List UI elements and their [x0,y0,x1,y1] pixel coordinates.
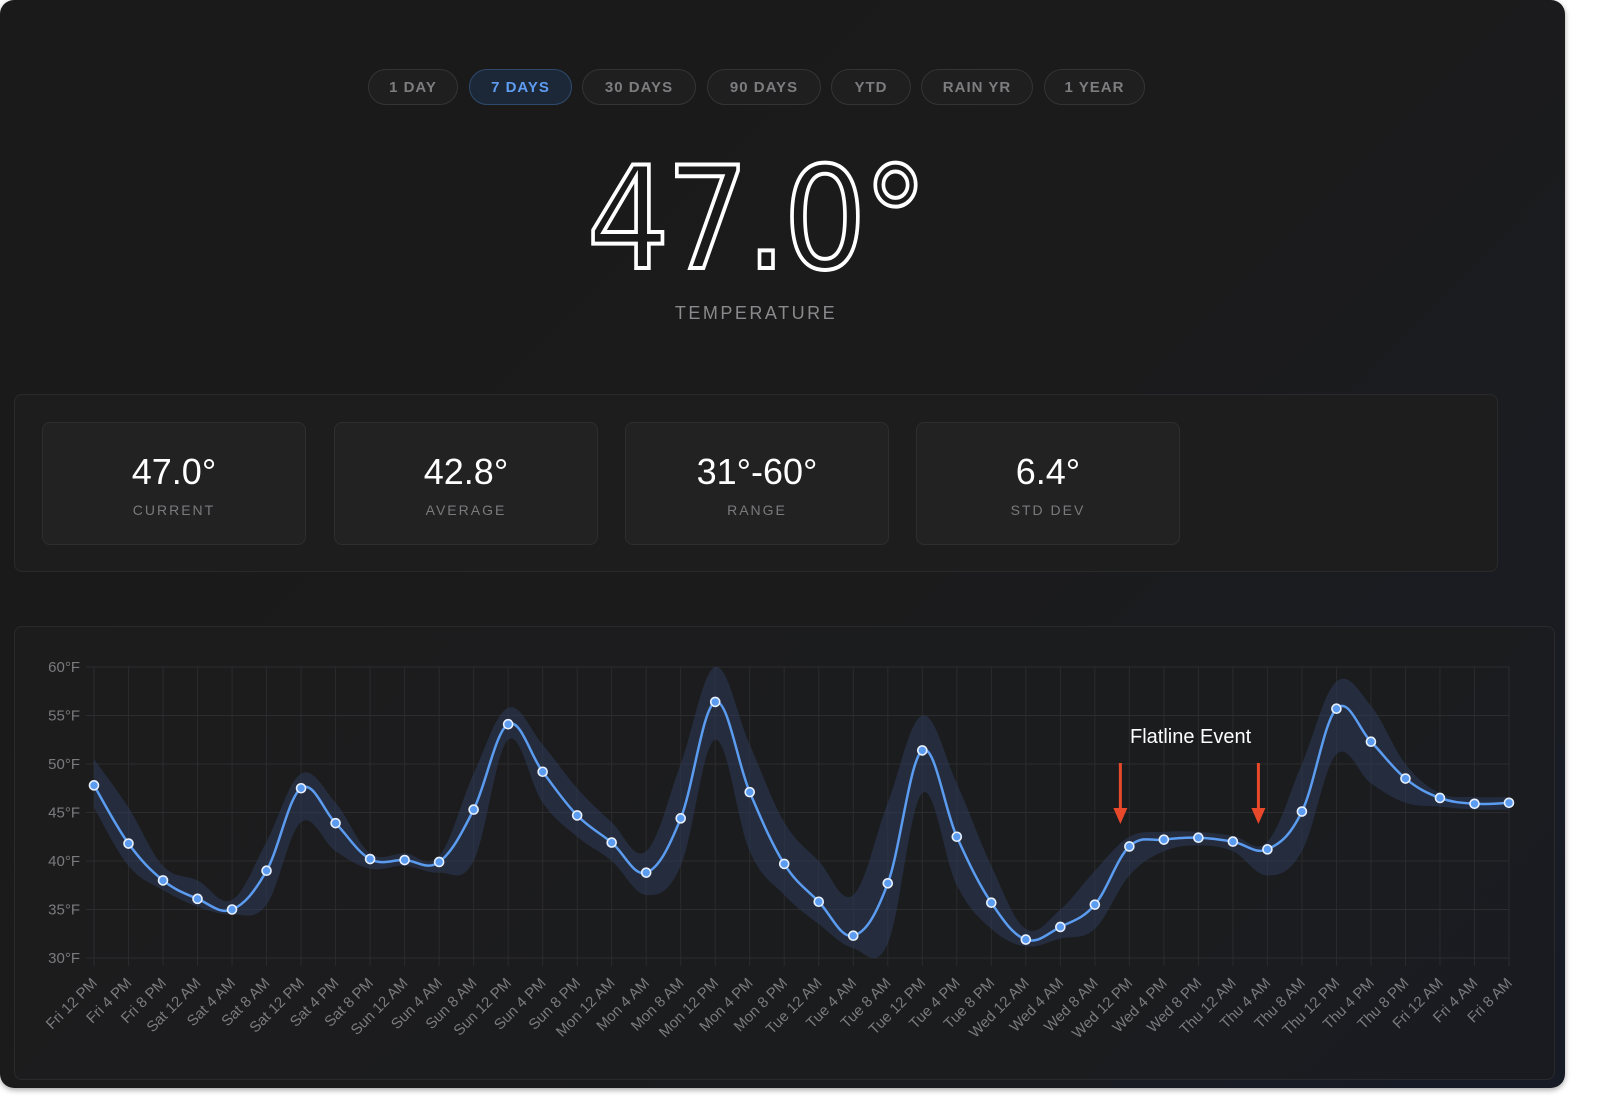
data-point[interactable]: Mon 4 PM: 47.1°F [744,786,756,798]
data-point[interactable]: Tue 12 AM: 35.8°F [813,896,825,908]
flatline-event-annotation: Flatline Event [1113,726,1266,824]
data-point[interactable]: Sat 12 PM: 47.5°F [295,782,307,794]
data-point[interactable]: Wed 12 PM: 41.5°F [1124,841,1135,852]
data-point[interactable]: Sat 8 AM: 39°F [261,865,272,876]
data-point[interactable]: Fri 12 PM: 47.8°F [88,780,100,791]
data-point[interactable]: Wed 4 AM: 33.2°F [1055,921,1066,933]
y-axis-tick-label: 40°F [48,853,80,870]
data-point[interactable]: Wed 4 PM: 42.2°F [1158,834,1170,845]
stat-value: 47.0° [131,451,217,492]
data-point[interactable]: Mon 8 AM: 44.4°F [675,813,687,824]
stat-card-average: 42.8° AVERAGE [334,422,598,545]
time-range-tabs: 1 DAY 7 DAYS 30 DAYS 90 DAYS YTD RAIN YR 1 YEA… [0,69,1565,107]
stat-label: RANGE [727,502,787,518]
data-point[interactable]: Sat 8 PM: 40.2°F [364,853,376,865]
data-point[interactable]: Fri 4 AM: 45.9°F [1469,798,1480,810]
data-point[interactable]: Thu 8 AM: 45.1°F [1296,806,1308,817]
data-point[interactable]: Sat 4 AM: 35°F [226,904,238,915]
stat-label: CURRENT [132,502,216,518]
data-point[interactable]: Mon 8 PM: 39.7°F [778,858,790,870]
y-axis-tick-label: 45°F [48,805,80,822]
stat-value: 6.4° [1015,451,1081,492]
y-axis-tick-label: 35°F [48,902,80,919]
tab-7-days[interactable]: 7 DAYS [469,69,572,105]
data-point[interactable]: Sun 4 PM: 49.2°F [537,766,548,778]
data-point[interactable]: Sun 4 AM: 39.9°F [433,856,445,868]
stat-value: 31°-60° [696,451,818,492]
data-point[interactable]: Sat 4 PM: 43.9°F [330,817,341,829]
data-point[interactable]: Wed 8 PM: 42.4°F [1193,832,1204,844]
y-axis-tick-label: 60°F [48,659,80,676]
data-point[interactable]: Tue 4 AM: 32.3°F [847,930,859,941]
data-point[interactable]: Thu 4 AM: 41.2°F [1262,844,1273,855]
data-point[interactable]: Fri 8 AM: 46°F [1503,797,1515,809]
data-point[interactable]: Mon 4 AM: 38.8°F [640,867,652,878]
current-temperature-value: 47.0° [585,137,930,302]
data-point[interactable]: Wed 12 AM: 31.9°F [1020,934,1032,945]
temperature-chart-panel: 30°F 35°F 40°F 45°F 50°F 55°F 60°F Fri 12 PM: 4… [14,626,1555,1080]
data-point[interactable]: Tue 8 PM: 35.7°F [986,897,997,909]
data-point[interactable]: Thu 4 PM: 52.3°F [1365,736,1377,747]
stat-card-std-dev: 6.4° STD DEV [916,422,1180,545]
y-axis-tick-label: 50°F [48,756,80,773]
data-point[interactable]: Sat 12 AM: 36.1°F [192,893,203,905]
data-point[interactable]: Tue 12 PM: 51.4°F [916,745,928,756]
data-point[interactable]: Sun 8 PM: 44.7°F [571,810,583,821]
min-max-band [94,666,1509,959]
data-point[interactable]: Mon 12 PM: 56.4°F [709,696,721,708]
data-point[interactable]: Fri 12 AM: 46.5°F [1434,792,1446,804]
annotation-label: Flatline Event [1130,726,1252,748]
temperature-label: TEMPERATURE [674,303,838,323]
y-axis-tick-label: 30°F [48,950,80,967]
tab-ytd[interactable]: YTD [831,69,911,105]
data-points: Fri 12 PM: 47.8°F Fri 4 PM: 41.8°F Fri 8 P… [88,696,1515,945]
temperature-line-chart[interactable]: 30°F 35°F 40°F 45°F 50°F 55°F 60°F Fri 12 PM: 4… [15,627,1556,1081]
tab-1-day[interactable]: 1 DAY [368,69,458,105]
data-point[interactable]: Fri 4 PM: 41.8°F [123,838,134,849]
tab-90-days[interactable]: 90 DAYS [707,69,821,105]
stat-label: AVERAGE [425,502,507,518]
data-point[interactable]: Thu 8 PM: 48.5°F [1400,773,1411,784]
data-point[interactable]: Sun 8 AM: 45.3°F [468,804,479,815]
tab-1-year[interactable]: 1 YEAR [1044,69,1145,105]
y-axis-tick-label: 55°F [48,708,80,725]
arrow-down-icon [1251,763,1266,824]
data-point[interactable]: Tue 4 PM: 42.5°F [951,831,963,843]
arrow-down-icon [1113,763,1128,824]
data-point[interactable]: Wed 8 AM: 35.5°F [1089,899,1101,910]
data-point[interactable]: Mon 12 AM: 41.9°F [606,837,617,848]
app-window: 1 DAY 7 DAYS 30 DAYS 90 DAYS YTD RAIN YR 1 YEA… [0,0,1565,1088]
data-point[interactable]: Thu 12 AM: 42°F [1227,836,1239,847]
stat-card-range: 31°-60° RANGE [625,422,889,545]
stats-panel: 47.0° CURRENT 42.8° AVERAGE 31°-60° RANG… [14,394,1498,572]
data-point[interactable]: Tue 8 AM: 37.7°F [882,878,894,889]
data-point[interactable]: Fri 8 PM: 38°F [157,875,169,886]
stat-card-current: 47.0° CURRENT [42,422,306,545]
data-point[interactable]: Thu 12 PM: 55.7°F [1331,703,1342,715]
tab-30-days[interactable]: 30 DAYS [582,69,696,105]
data-point[interactable]: Sun 12 AM: 40.1°F [399,854,410,866]
stat-value: 42.8° [423,451,509,492]
tab-rain-yr[interactable]: RAIN YR [921,69,1033,105]
stat-label: STD DEV [1010,502,1086,518]
data-point[interactable]: Sun 12 PM: 54.1°F [502,718,514,730]
